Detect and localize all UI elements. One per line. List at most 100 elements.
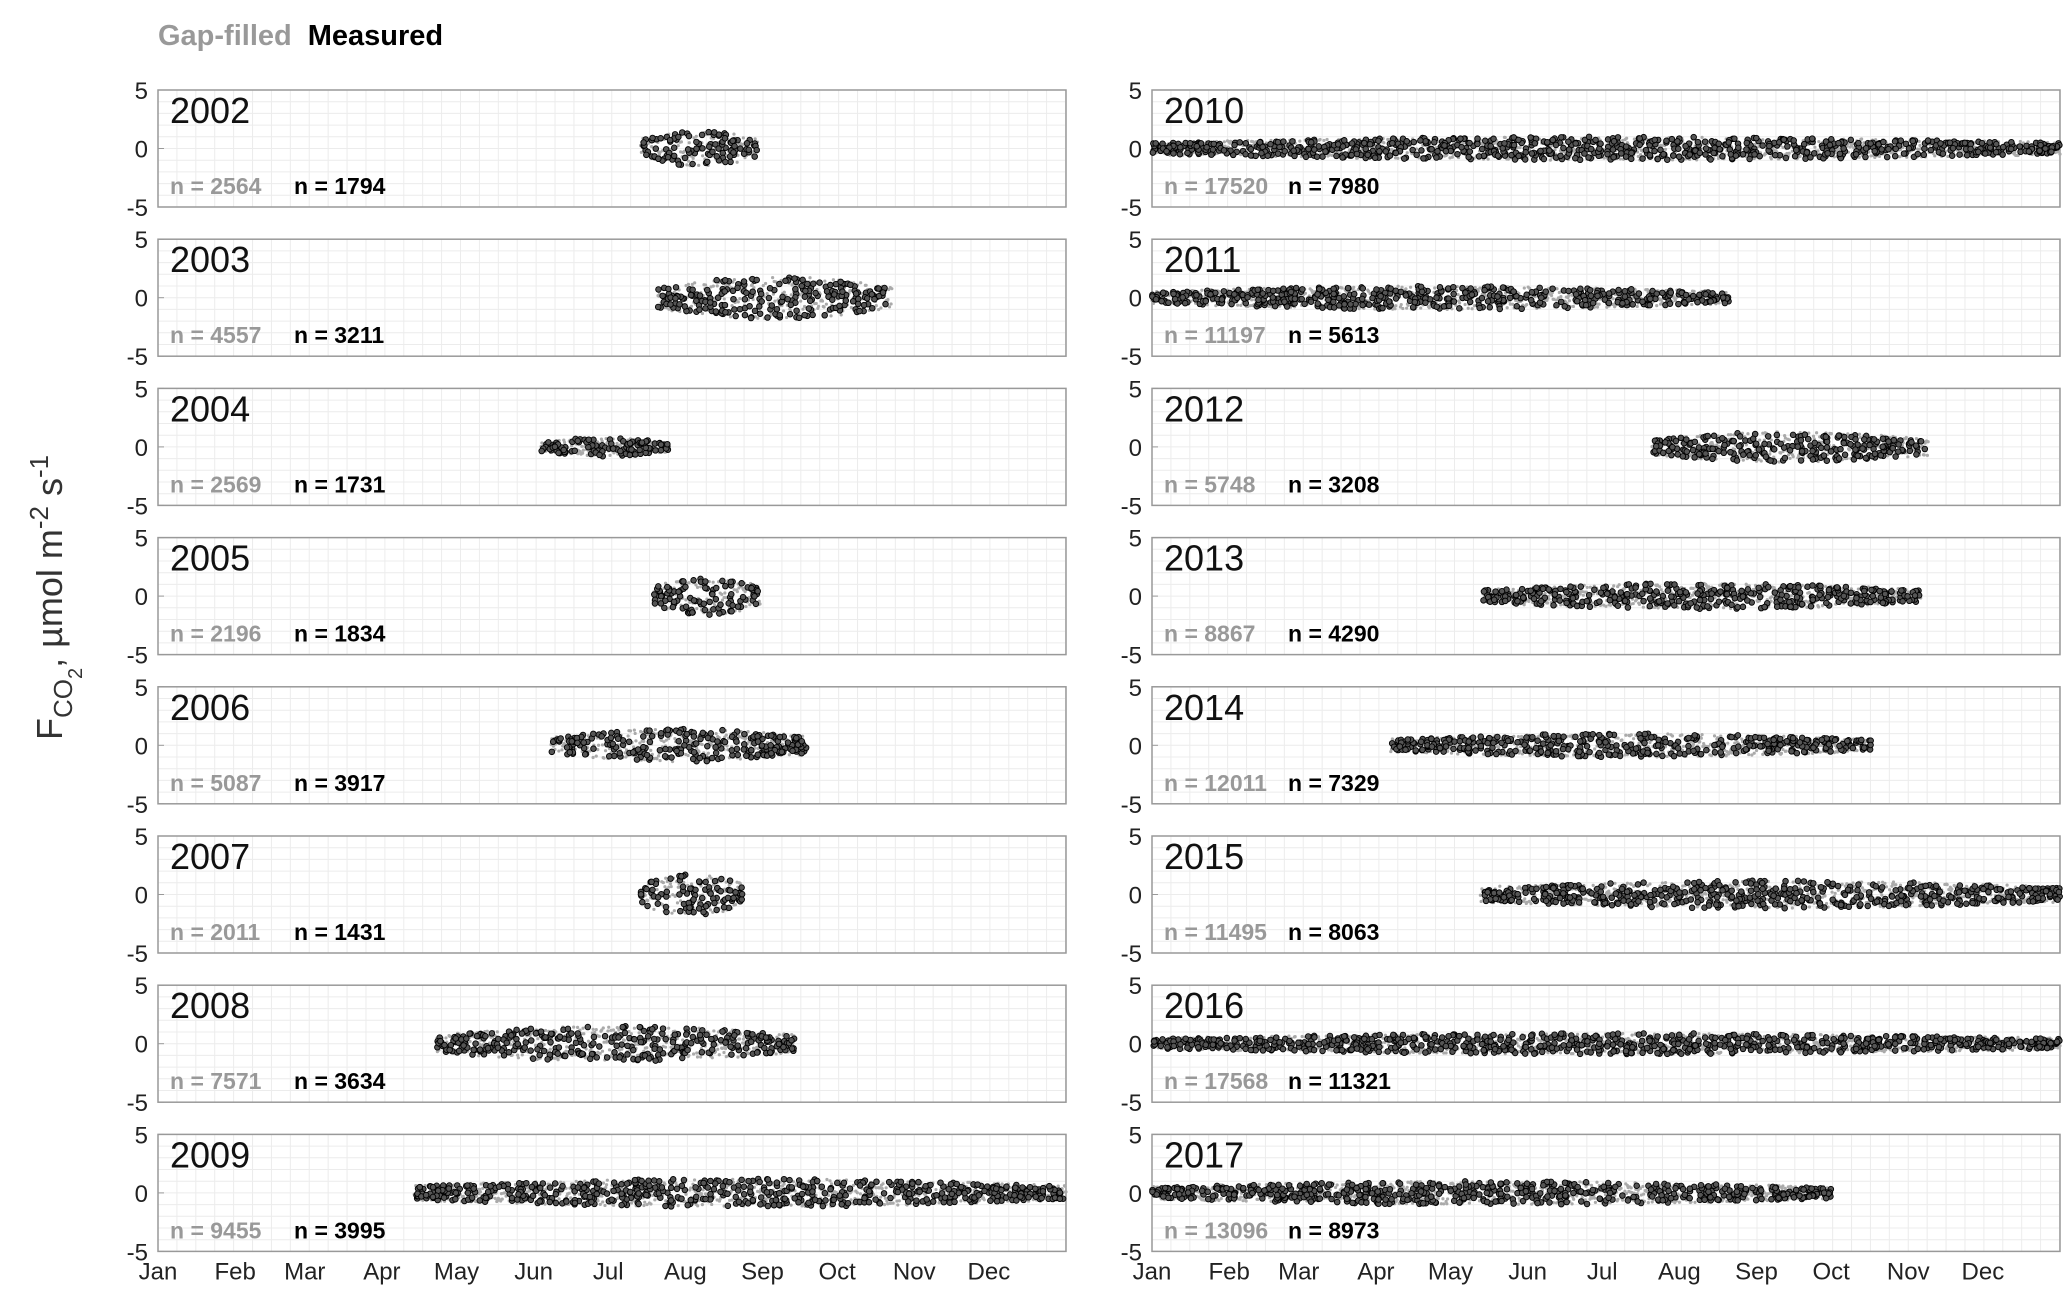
measured-point xyxy=(860,301,868,309)
measured-point xyxy=(722,308,729,316)
gap-filled-point xyxy=(789,1203,793,1207)
gap-filled-point xyxy=(600,1049,605,1053)
measured-point xyxy=(784,739,792,746)
gap-filled-point xyxy=(896,1203,900,1207)
measured-point xyxy=(529,1055,537,1062)
measured-point xyxy=(551,443,559,451)
measured-point xyxy=(652,145,660,152)
measured-point xyxy=(885,1178,893,1186)
measured-point xyxy=(470,1046,477,1053)
measured-point xyxy=(730,149,737,156)
gap-filled-point xyxy=(536,1037,540,1041)
gap-filled-point xyxy=(639,150,643,154)
gap-filled-point xyxy=(881,1182,885,1186)
y-tick-label: 0 xyxy=(135,1181,148,1208)
measured-point xyxy=(742,1045,750,1052)
measured-point xyxy=(731,1032,738,1039)
measured-point xyxy=(703,757,711,765)
measured-point xyxy=(645,1055,653,1062)
measured-point xyxy=(680,1176,688,1184)
gap-filled-point xyxy=(661,881,665,885)
gap-filled-point xyxy=(748,603,752,607)
measured-point xyxy=(854,300,862,308)
measured-point xyxy=(452,1035,459,1042)
measured-point xyxy=(829,296,836,303)
gap-filled-point xyxy=(649,144,654,149)
gap-filled-point xyxy=(712,1029,716,1033)
gap-filled-point xyxy=(611,1028,615,1032)
measured-point xyxy=(753,1049,761,1056)
measured-point xyxy=(768,302,776,309)
measured-point xyxy=(518,1030,526,1037)
measured-point xyxy=(745,1177,752,1185)
gap-filled-point xyxy=(753,137,757,141)
measured-point xyxy=(710,606,717,613)
panel-2007: 5 0 -5 2007 n = 2011 n = 1431 xyxy=(127,824,1067,968)
gap-filled-point xyxy=(762,730,766,735)
measured-point xyxy=(731,142,738,150)
y-tick-label: 0 xyxy=(135,137,148,164)
measured-point xyxy=(753,276,760,284)
measured-point xyxy=(766,1049,774,1056)
measured-point xyxy=(818,1183,826,1190)
measured-point xyxy=(696,306,703,313)
measured-point xyxy=(724,894,732,902)
measured-point xyxy=(668,754,675,761)
gap-filled-point xyxy=(692,1052,696,1056)
measured-point xyxy=(633,756,641,763)
measured-point xyxy=(706,143,713,150)
measured-point xyxy=(542,1034,549,1041)
gap-filled-point xyxy=(575,1025,580,1029)
measured-point xyxy=(717,1188,724,1196)
measured-point xyxy=(551,1180,559,1187)
measured-point xyxy=(1019,1184,1026,1191)
measured-point xyxy=(749,1031,756,1038)
gap-filled-point xyxy=(771,276,775,280)
measured-point xyxy=(816,279,823,286)
measured-point xyxy=(799,276,806,284)
measured-point xyxy=(689,286,696,293)
measured-point xyxy=(654,894,662,901)
y-tick-label: 0 xyxy=(135,435,148,462)
measured-point xyxy=(590,745,597,752)
measured-point xyxy=(536,1198,543,1205)
gap-filled-point xyxy=(628,729,633,733)
gap-filled-point xyxy=(831,278,836,282)
gap-filled-point xyxy=(690,282,694,287)
gap-filled-point xyxy=(658,150,662,154)
gap-filled-point xyxy=(478,1190,483,1194)
measured-point xyxy=(487,1182,494,1190)
measured-point xyxy=(719,1182,727,1190)
gap-filled-point xyxy=(652,907,656,911)
measured-point xyxy=(618,1201,625,1209)
gap-filled-point xyxy=(664,876,668,880)
measured-point xyxy=(719,577,726,585)
gap-filled-point xyxy=(723,1046,728,1051)
measured-point xyxy=(711,899,718,907)
measured-point xyxy=(754,733,761,740)
measured-point xyxy=(598,733,605,740)
measured-point xyxy=(773,305,781,313)
measured-point xyxy=(721,135,729,142)
measured-point xyxy=(590,730,597,738)
measured-point xyxy=(699,729,707,737)
measured-point xyxy=(802,287,809,295)
gap-filled-point xyxy=(720,1046,725,1051)
measured-point xyxy=(809,1188,816,1195)
gap-filled-point xyxy=(691,156,695,160)
measured-point xyxy=(714,738,721,745)
gap-filled-point xyxy=(695,1051,699,1055)
gap-filled-point xyxy=(586,1039,591,1043)
x-tick-label: Sep xyxy=(741,1258,784,1285)
gap-filled-point xyxy=(771,292,775,296)
legend-gap-filled: Gap-filled xyxy=(158,20,292,52)
measured-point xyxy=(644,1033,652,1040)
gap-filled-point xyxy=(773,299,777,303)
gap-filled-point xyxy=(692,136,696,140)
gap-filled-point xyxy=(560,748,564,752)
measured-point xyxy=(819,1202,827,1210)
gap-filled-point xyxy=(672,909,676,913)
measured-point xyxy=(737,145,744,152)
gap-filled-point xyxy=(693,281,697,285)
gap-filled-point xyxy=(886,297,890,302)
